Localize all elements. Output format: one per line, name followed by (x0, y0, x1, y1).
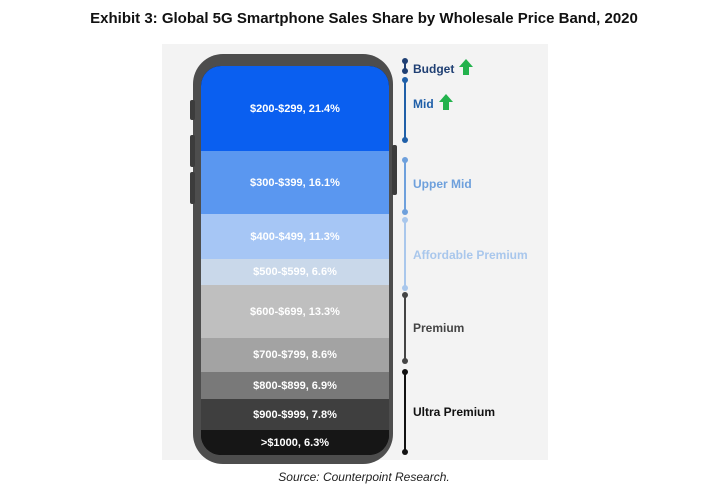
segment-label-text: Budget (413, 62, 455, 76)
bar-label: $800-$899, 6.9% (253, 379, 337, 392)
segment-label-text: Ultra Premium (413, 405, 496, 419)
segment-label: Upper Mid (413, 177, 472, 191)
bar-segment-3: $500-$599, 6.6% (201, 259, 389, 286)
segment-bracket (402, 292, 408, 364)
phone-screen-stacked-bar: $200-$299, 21.4% $300-$399, 16.1% $400-$49… (201, 66, 389, 455)
bar-label: $300-$399, 16.1% (250, 176, 340, 189)
bracket-dot (402, 137, 408, 143)
segment-label-text: Premium (413, 321, 465, 335)
segment-label: Premium (413, 321, 464, 335)
bracket-line (404, 295, 406, 361)
bar-label: $400-$499, 11.3% (250, 231, 340, 244)
bar-segment-6: $800-$899, 6.9% (201, 371, 389, 400)
bracket-dot (402, 369, 408, 375)
bracket-line (404, 61, 406, 71)
segment-label-text: Mid (413, 97, 434, 111)
bracket-dot (402, 449, 408, 455)
phone-side-button (190, 172, 195, 204)
bracket-dot (402, 358, 408, 364)
bracket-dot (402, 157, 408, 163)
bracket-dot (402, 209, 408, 215)
bar-segment-8: >$1000, 6.3% (201, 430, 389, 455)
segment-label: Budget (413, 59, 474, 76)
bracket-line (404, 80, 406, 140)
segment-bracket (402, 77, 408, 143)
bar-segment-4: $600-$699, 13.3% (201, 285, 389, 339)
bar-label: $600-$699, 13.3% (250, 305, 340, 318)
phone-side-button (190, 100, 195, 120)
segment-label: Mid (413, 94, 453, 111)
bracket-dot (402, 58, 408, 64)
segment-label: Affordable Premium (413, 248, 528, 262)
bar-segment-5: $700-$799, 8.6% (201, 337, 389, 373)
phone-side-button (392, 145, 397, 195)
bracket-line (404, 160, 406, 212)
bracket-line (404, 220, 406, 288)
bar-segment-7: $900-$999, 7.8% (201, 399, 389, 431)
segment-label: Ultra Premium (413, 405, 495, 419)
bar-label: $900-$999, 7.8% (253, 408, 337, 421)
bar-label: $500-$599, 6.6% (253, 266, 337, 279)
bar-segment-2: $400-$499, 11.3% (201, 214, 389, 260)
up-arrow-icon (459, 59, 474, 75)
bracket-dot (402, 77, 408, 83)
bracket-dot (402, 292, 408, 298)
segment-bracket (402, 157, 408, 215)
chart-title: Exhibit 3: Global 5G Smartphone Sales Sh… (90, 10, 638, 27)
phone-side-button (190, 135, 195, 167)
bracket-dot (402, 217, 408, 223)
up-arrow-icon (438, 94, 453, 110)
bar-segment-0: $200-$299, 21.4% (201, 66, 389, 152)
bracket-dot (402, 285, 408, 291)
segment-label-text: Affordable Premium (413, 248, 528, 262)
bar-label: $700-$799, 8.6% (253, 349, 337, 362)
segment-label-text: Upper Mid (413, 177, 472, 191)
bar-label: >$1000, 6.3% (260, 436, 330, 449)
segment-bracket (402, 217, 408, 291)
segment-bracket (402, 369, 408, 455)
source-note: Source: Counterpoint Research. (278, 470, 450, 484)
bracket-dot (402, 68, 408, 74)
segment-bracket (402, 58, 408, 74)
bar-segment-1: $300-$399, 16.1% (201, 150, 389, 215)
bracket-line (404, 372, 406, 452)
bar-label: $200-$299, 21.4% (250, 102, 340, 115)
